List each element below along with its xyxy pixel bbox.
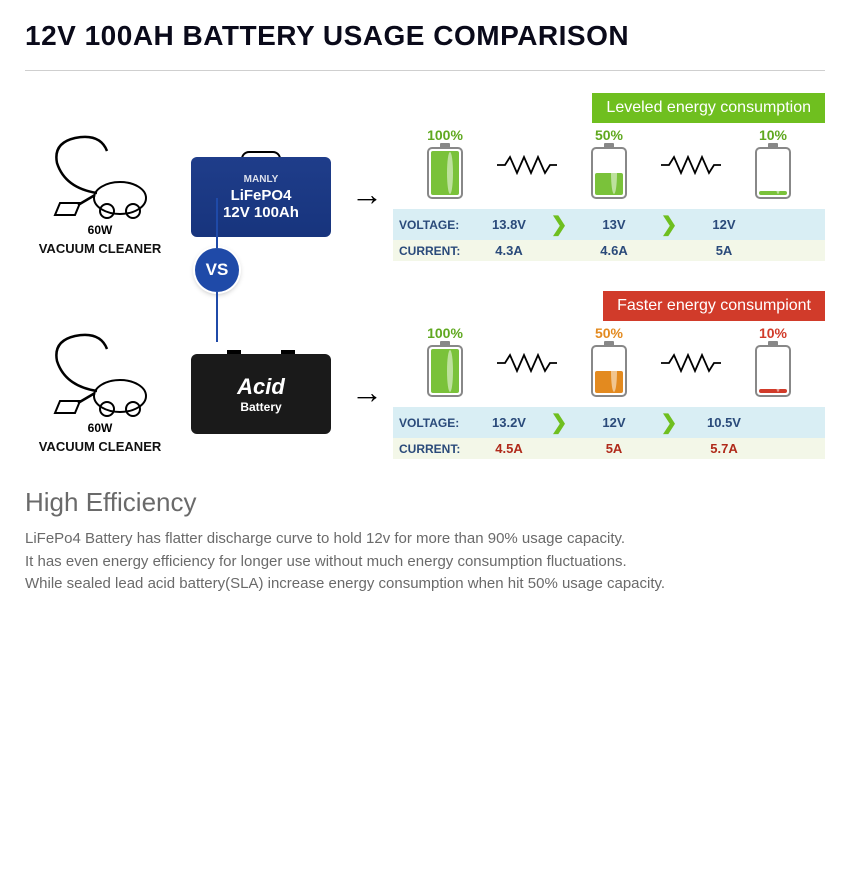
battery-pct: 100% — [427, 127, 463, 143]
lifepo4-name1: LiFePO4 — [231, 187, 292, 204]
acid-energy-row: 100% 50% 10% — [393, 325, 825, 401]
arrow-icon: → — [347, 176, 387, 213]
resistor-icon — [661, 155, 721, 175]
battery-pct: 100% — [427, 325, 463, 341]
lifepo4-current-row: CURRENT: 4.3A 4.6A 5A — [393, 240, 825, 261]
resistor-icon — [661, 353, 721, 373]
acid-name1: Acid — [237, 374, 285, 400]
acid-section: Faster energy consumpiont 60W VACUUM CLE… — [25, 291, 825, 459]
resistor-icon — [497, 353, 557, 373]
vacuum-label: VACUUM CLEANER — [39, 241, 162, 256]
lifepo4-energy-row: 100% 50% 10% — [393, 127, 825, 203]
vacuum-cleaner: 60W VACUUM CLEANER — [25, 331, 175, 454]
footer-line: It has even energy efficiency for longer… — [25, 551, 825, 574]
vacuum-icon — [45, 331, 155, 421]
arrow-icon: → — [347, 374, 387, 411]
divider — [25, 70, 825, 71]
footer-heading: High Efficiency — [25, 487, 825, 518]
acid-voltage-row: VOLTAGE: 13.2V ❯ 12V ❯ 10.5V — [393, 407, 825, 438]
battery-pct: 50% — [595, 325, 623, 341]
battery-level-icon: 100% — [393, 325, 497, 401]
battery-level-icon: 50% — [557, 325, 661, 401]
battery-level-icon: 50% — [557, 127, 661, 203]
acid-battery: Acid Battery — [181, 350, 341, 434]
acid-banner: Faster energy consumpiont — [603, 291, 825, 321]
lifepo4-battery: MANLY LiFePO4 12V 100Ah — [181, 151, 341, 237]
acid-current-row: CURRENT: 4.5A 5A 5.7A — [393, 438, 825, 459]
vacuum-watts: 60W — [88, 421, 113, 435]
footer-section: High Efficiency LiFePo4 Battery has flat… — [25, 487, 825, 596]
footer-line: LiFePo4 Battery has flatter discharge cu… — [25, 528, 825, 551]
page-title: 12V 100AH BATTERY USAGE COMPARISON — [25, 20, 825, 52]
battery-pct: 10% — [759, 127, 787, 143]
lifepo4-voltage-row: VOLTAGE: 13.8V ❯ 13V ❯ 12V — [393, 209, 825, 240]
vs-badge: VS — [195, 248, 239, 292]
vacuum-icon — [45, 133, 155, 223]
vacuum-cleaner: 60W VACUUM CLEANER — [25, 133, 175, 256]
battery-level-icon: 100% — [393, 127, 497, 203]
resistor-icon — [497, 155, 557, 175]
lifepo4-banner: Leveled energy consumption — [592, 93, 825, 123]
footer-line: While sealed lead acid battery(SLA) incr… — [25, 573, 825, 596]
battery-pct: 50% — [595, 127, 623, 143]
battery-level-icon: 10% — [721, 325, 825, 401]
lifepo4-name2: 12V 100Ah — [223, 204, 299, 221]
lifepo4-section: Leveled energy consumption 60W VACUUM CL… — [25, 93, 825, 261]
acid-name2: Battery — [240, 400, 281, 414]
vacuum-label: VACUUM CLEANER — [39, 439, 162, 454]
comparison-diagram: Leveled energy consumption 60W VACUUM CL… — [25, 93, 825, 459]
vacuum-watts: 60W — [88, 223, 113, 237]
battery-level-icon: 10% — [721, 127, 825, 203]
lifepo4-brand: MANLY — [244, 174, 279, 185]
battery-pct: 10% — [759, 325, 787, 341]
